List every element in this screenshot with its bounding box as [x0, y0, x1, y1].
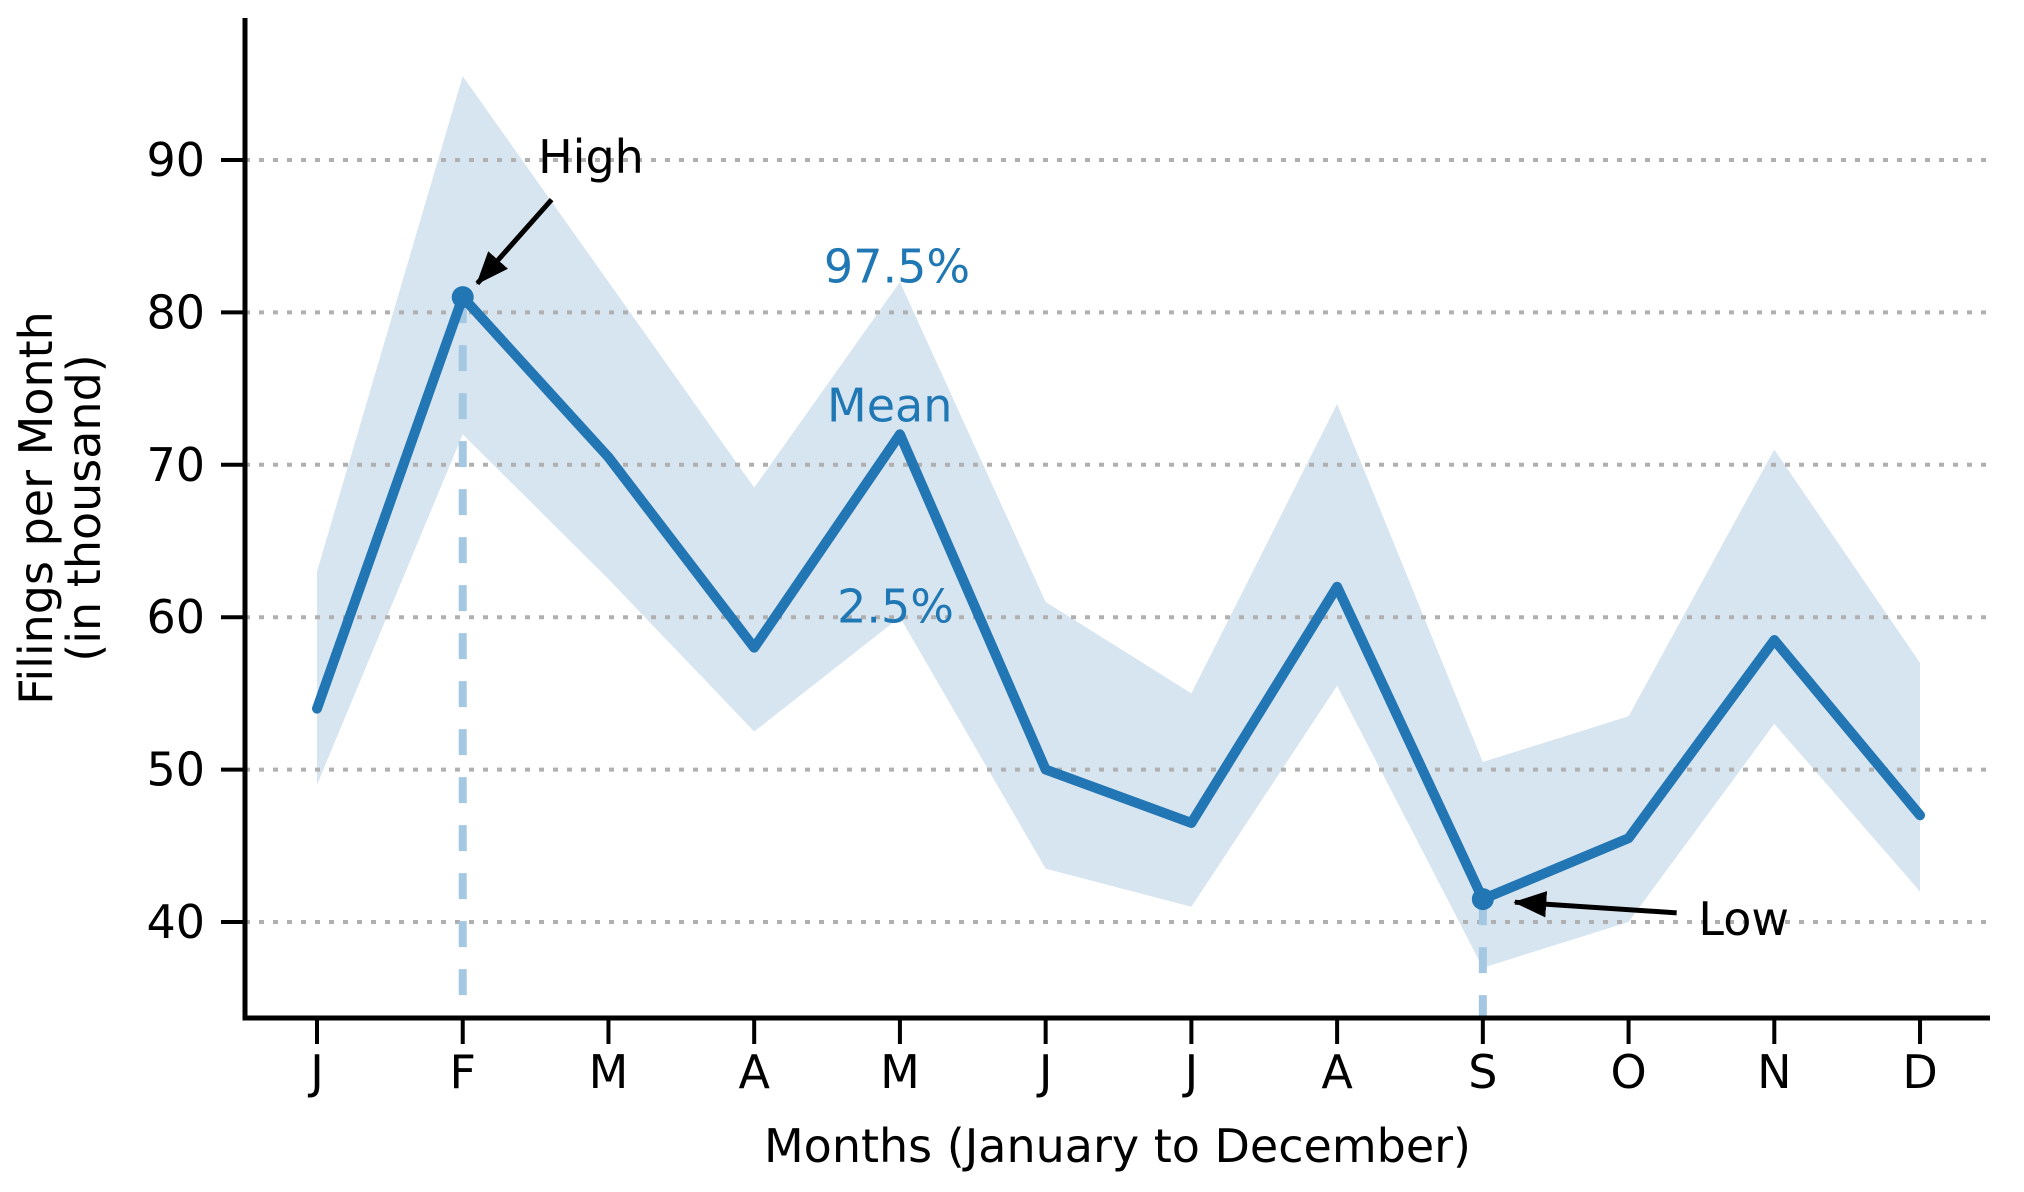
y-tick-label-70: 70	[146, 438, 205, 492]
annotation-low-label: Low	[1698, 892, 1789, 946]
x-axis-label: Months (January to December)	[764, 1119, 1471, 1173]
x-tick-label-J-0: J	[307, 1045, 324, 1099]
annotation-high-label: High	[538, 130, 644, 184]
x-tick-label-O-9: O	[1610, 1045, 1646, 1099]
x-tick-label-J-6: J	[1182, 1045, 1199, 1099]
y-axis-label-line2: (in thousand)	[57, 354, 111, 661]
confidence-band	[317, 76, 1921, 968]
x-tick-label-J-5: J	[1036, 1045, 1053, 1099]
y-axis-label-line1: Filings per Month	[9, 311, 63, 705]
high-label-arrow	[475, 197, 554, 286]
low-point-marker	[1471, 888, 1494, 911]
y-tick-label-90: 90	[146, 133, 205, 187]
annotation-upper-band-label: 97.5%	[824, 240, 970, 294]
x-tick-label-D-11: D	[1902, 1045, 1937, 1099]
x-tick-label-N-10: N	[1757, 1045, 1791, 1099]
x-tick-label-M-4: M	[880, 1045, 920, 1099]
x-tick-label-M-2: M	[589, 1045, 629, 1099]
x-tick-label-S-8: S	[1468, 1045, 1497, 1099]
y-tick-label-80: 80	[146, 285, 205, 339]
x-tick-label-A-3: A	[738, 1045, 770, 1099]
high-point-marker	[451, 286, 474, 309]
annotation-lower-band-label: 2.5%	[837, 580, 954, 634]
annotation-mean-label: Mean	[827, 378, 952, 432]
y-tick-label-40: 40	[146, 895, 205, 949]
low-label-arrow	[1513, 891, 1677, 918]
mean-line	[312, 292, 1926, 905]
x-tick-label-F-1: F	[449, 1045, 475, 1099]
x-tick-label-A-7: A	[1321, 1045, 1353, 1099]
y-tick-label-50: 50	[146, 743, 205, 797]
y-tick-label-60: 60	[146, 590, 205, 644]
